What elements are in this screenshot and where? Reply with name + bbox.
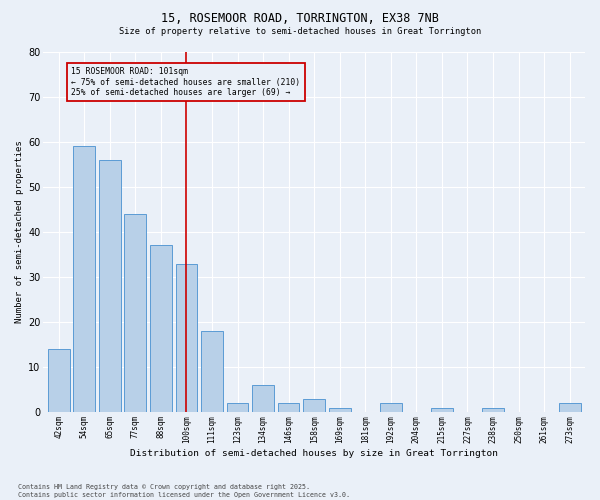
Bar <box>99 160 121 412</box>
Bar <box>227 404 248 412</box>
Text: 15 ROSEMOOR ROAD: 101sqm
← 75% of semi-detached houses are smaller (210)
25% of : 15 ROSEMOOR ROAD: 101sqm ← 75% of semi-d… <box>71 68 301 97</box>
Bar <box>176 264 197 412</box>
Bar <box>482 408 504 412</box>
Bar <box>48 350 70 412</box>
Bar <box>124 214 146 412</box>
Bar <box>150 246 172 412</box>
Text: Contains HM Land Registry data © Crown copyright and database right 2025.
Contai: Contains HM Land Registry data © Crown c… <box>18 484 350 498</box>
Text: Size of property relative to semi-detached houses in Great Torrington: Size of property relative to semi-detach… <box>119 28 481 36</box>
X-axis label: Distribution of semi-detached houses by size in Great Torrington: Distribution of semi-detached houses by … <box>130 448 498 458</box>
Bar <box>278 404 299 412</box>
Bar <box>431 408 453 412</box>
Bar <box>304 399 325 412</box>
Text: 15, ROSEMOOR ROAD, TORRINGTON, EX38 7NB: 15, ROSEMOOR ROAD, TORRINGTON, EX38 7NB <box>161 12 439 26</box>
Bar <box>73 146 95 412</box>
Bar <box>252 386 274 412</box>
Bar <box>559 404 581 412</box>
Bar <box>329 408 350 412</box>
Y-axis label: Number of semi-detached properties: Number of semi-detached properties <box>15 140 24 324</box>
Bar <box>380 404 401 412</box>
Bar <box>201 331 223 412</box>
